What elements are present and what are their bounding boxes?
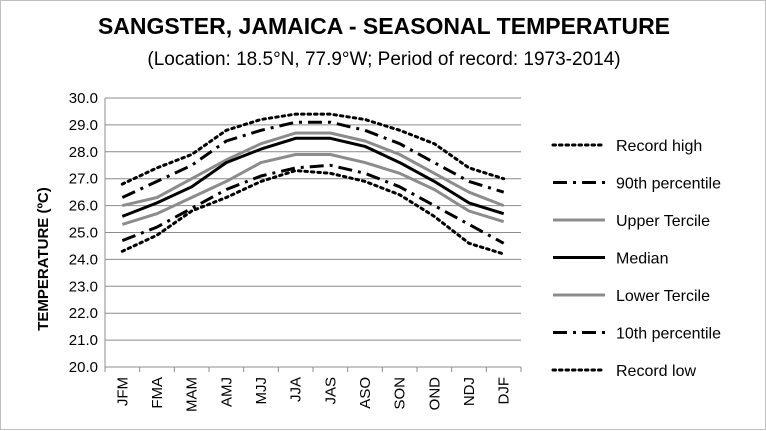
x-tick-label: NDJ: [461, 377, 478, 406]
x-tick-label: AMJ: [218, 377, 235, 407]
y-tick-label: 23.0: [69, 278, 98, 295]
x-tick-label: JJA: [288, 377, 305, 402]
x-tick-label: OND: [426, 377, 443, 411]
y-tick-label: 28.0: [69, 144, 98, 161]
legend-label-90th-percentile: 90th percentile: [616, 176, 721, 193]
legend-label-record-high: Record high: [616, 138, 702, 155]
y-tick-labels: 20.0 21.0 22.0 23.0 24.0 25.0 26.0 27.0 28.0 29.0…: [69, 90, 98, 376]
y-tick-label: 27.0: [69, 171, 98, 188]
series-line-record-low: [120, 169, 506, 256]
x-tick-label: JFM: [114, 377, 131, 406]
y-tick-label: 22.0: [69, 305, 98, 322]
series-line-record-high: [120, 112, 506, 186]
legend: Record high 90th percentile Upper Tercile M…: [551, 138, 721, 380]
chart-title: SANGSTER, JAMAICA - SEASONAL TEMPERATURE: [98, 13, 670, 39]
x-tick-labels: JFM FMA MAM AMJ MJJ JJA JAS ASO SON OND NDJ DJF: [114, 377, 512, 412]
x-tick-label: ASO: [357, 377, 374, 409]
y-tick-label: 26.0: [69, 198, 98, 215]
x-tick-label: SON: [392, 377, 409, 410]
x-tick-label: FMA: [149, 377, 166, 409]
chart-subtitle: (Location: 18.5°N, 77.9°W; Period of rec…: [147, 49, 620, 70]
x-tick-label: MAM: [184, 377, 201, 412]
x-tick-label: MJJ: [253, 377, 270, 405]
y-tick-label: 24.0: [69, 251, 98, 268]
y-tick-label: 20.0: [69, 359, 98, 376]
y-tick-label: 29.0: [69, 117, 98, 134]
y-tick-label: 21.0: [69, 332, 98, 349]
legend-label-upper-tercile: Upper Tercile: [616, 213, 710, 230]
series-line-lower-tercile: [121, 153, 505, 226]
legend-label-lower-tercile: Lower Tercile: [616, 288, 710, 305]
series-line-10th-percentile: [121, 163, 505, 245]
legend-label-10th-percentile: 10th percentile: [616, 326, 721, 343]
y-axis-label: TEMPERATURE (ºC): [35, 187, 52, 331]
y-tick-label: 30.0: [69, 90, 98, 107]
series-lines: [120, 112, 506, 256]
y-tick-label: 25.0: [69, 225, 98, 242]
x-tick-label: JAS: [322, 377, 339, 405]
x-tick-label: DJF: [496, 377, 513, 405]
legend-label-record-low: Record low: [616, 363, 696, 380]
series-line-upper-tercile: [121, 131, 505, 208]
series-line-median: [121, 136, 505, 218]
axes: [104, 98, 522, 372]
series-line-90th-percentile: [121, 120, 505, 199]
legend-label-median: Median: [616, 251, 668, 268]
